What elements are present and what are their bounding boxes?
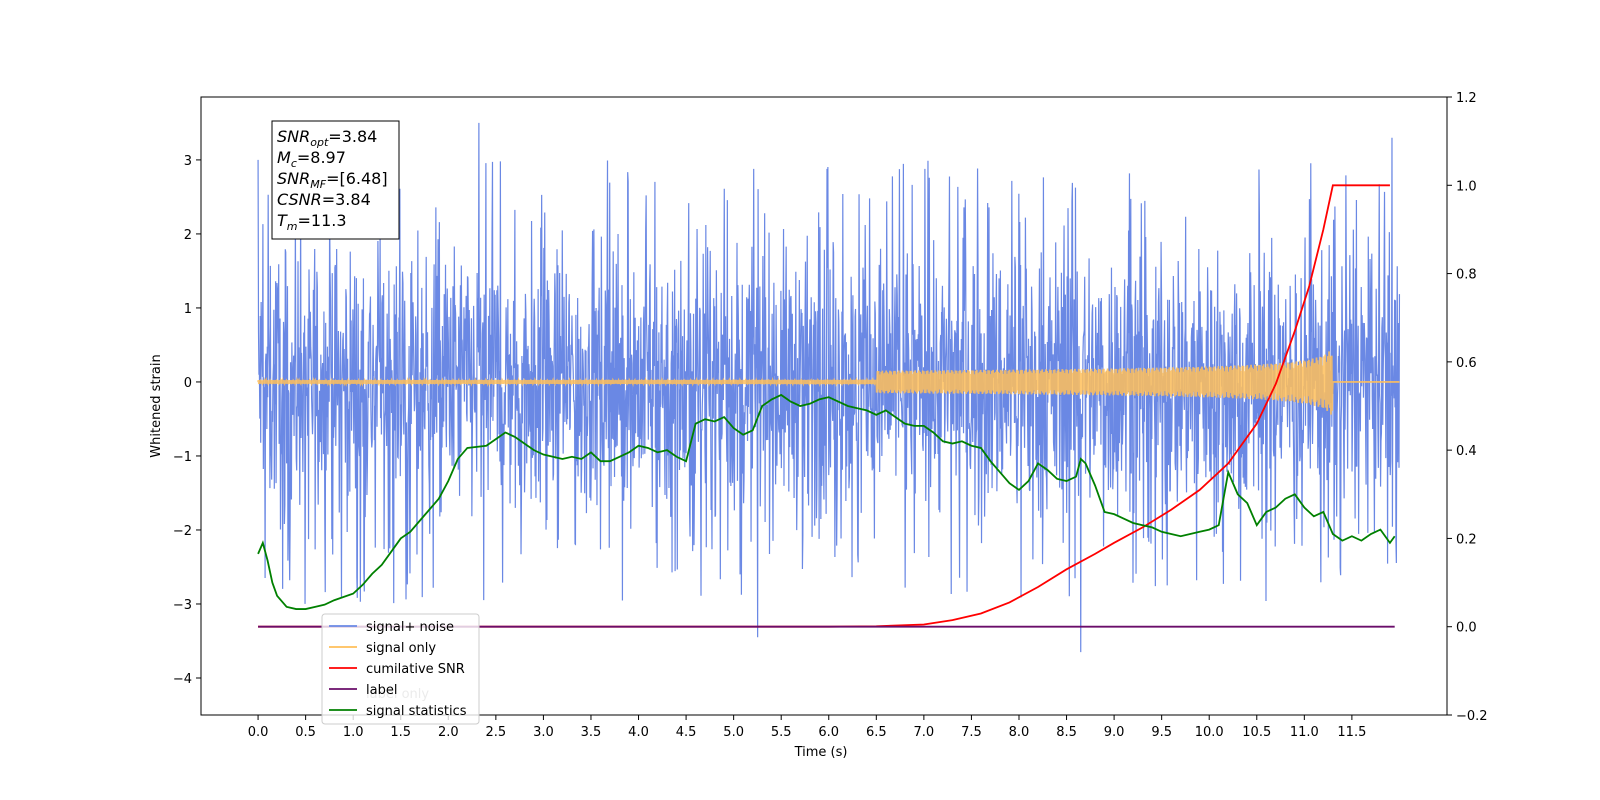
y2-tick-label: 0.6 [1456,356,1477,371]
y-axis-left: −4 −3 −2 −1 0 1 2 3 [173,154,201,687]
y-axis-label: Whitened strain [149,354,164,457]
x-tick-label: 0.5 [295,725,316,740]
series-signal-only [257,351,1400,415]
x-tick-label: 11.0 [1290,725,1319,740]
x-axis-label: Time (s) [794,745,848,760]
x-tick-label: 11.5 [1337,725,1366,740]
x-tick-label: 7.5 [961,725,982,740]
x-tick-label: 8.5 [1056,725,1077,740]
x-tick-label: 5.0 [723,725,744,740]
y-tick-label: −3 [173,598,192,613]
y-axis-right: −0.2 0.0 0.2 0.4 0.6 0.8 1.0 1.2 [1447,91,1488,724]
y2-tick-label: 0.4 [1456,444,1477,459]
series-cumilative-snr [258,184,1390,628]
y2-tick-label: 1.0 [1456,179,1477,194]
info-line: CSNR=3.84 [277,190,371,209]
x-tick-label: 5.5 [771,725,792,740]
x-tick-label: 3.0 [533,725,554,740]
legend-label: signal only [366,641,436,656]
legend-frame [321,613,480,725]
x-tick-label: 2.5 [486,725,507,740]
x-tick-label: 1.5 [390,725,411,740]
series-signal-noise [257,122,1401,653]
y-tick-label: −1 [173,450,192,465]
y-tick-label: −2 [173,524,192,539]
y-tick-label: −4 [173,672,192,687]
x-tick-label: 2.0 [438,725,459,740]
x-axis: 0.0 0.5 1.0 1.5 2.0 2.5 3.0 3.5 4.0 4.5 5.0 5.5 6.0 6… [248,715,1366,740]
y2-tick-label: 1.2 [1456,91,1477,106]
legend-label: signal+ noise [366,620,454,635]
x-tick-label: 10.0 [1195,725,1224,740]
legend-label: cumilative SNR [366,662,465,677]
series-signal-statistics [257,393,1396,610]
info-line: SNRMF=[6.48] [277,169,388,191]
x-tick-label: 6.5 [866,725,887,740]
y-tick-label: 0 [184,376,192,391]
x-tick-label: 9.0 [1104,725,1125,740]
y-tick-label: 3 [184,154,192,169]
info-box-frame [271,120,400,240]
y2-tick-label: 0.2 [1456,532,1477,547]
x-tick-label: 7.0 [914,725,935,740]
x-tick-label: 4.0 [628,725,649,740]
y2-tick-label: −0.2 [1456,709,1488,724]
x-tick-label: 1.0 [343,725,364,740]
info-line: Mc=8.97 [277,148,346,170]
x-tick-label: 4.5 [676,725,697,740]
x-tick-label: 6.0 [818,725,839,740]
x-tick-label: 8.0 [1009,725,1030,740]
x-tick-label: 9.5 [1151,725,1172,740]
legend-label: signal statistics [366,704,467,719]
plot-frame [200,96,1448,716]
legend-label: label [366,683,397,698]
y-tick-label: 1 [184,302,192,317]
info-line: SNRopt=3.84 [277,127,377,149]
y2-tick-label: 0.8 [1456,268,1477,283]
y-tick-label: 2 [184,228,192,243]
info-line: Tm=11.3 [277,211,347,233]
x-tick-label: 0.0 [248,725,269,740]
x-tick-label: 10.5 [1242,725,1271,740]
x-tick-label: 3.5 [581,725,602,740]
y2-tick-label: 0.0 [1456,621,1477,636]
